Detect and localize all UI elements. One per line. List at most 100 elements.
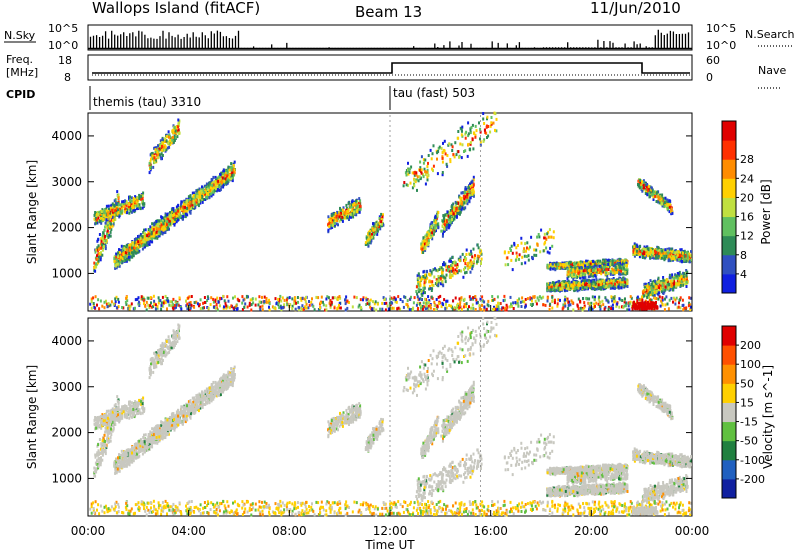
power-cell [601,269,604,273]
power-cell [97,216,100,220]
power-cell [557,286,560,290]
power-cell [146,234,149,238]
power-cell [167,227,170,231]
power-cell [164,231,167,234]
power-cell [214,187,217,191]
power-cell [177,218,180,222]
power-cell [140,243,143,247]
power-cell [328,218,331,222]
power-cell [103,216,106,220]
power-cell [605,267,608,271]
power-cell [592,280,595,284]
power-cell [223,175,226,179]
power-cell [612,277,615,280]
power-cell [117,208,119,212]
power-cell [418,288,421,292]
power-cell [226,174,229,178]
power-cell [456,211,459,215]
power-cell [210,187,212,190]
power-cell [157,224,160,228]
power-cell [625,278,628,282]
power-cell [218,185,220,189]
power-cell [114,209,117,213]
power-cell [623,260,626,264]
power-cell [159,139,162,143]
power-cell [563,280,566,284]
power-cell [95,265,98,269]
power-cell [231,173,234,177]
power-cell [151,231,154,235]
power-cell [441,160,444,164]
power-cell [157,144,159,148]
power-cell [149,228,152,232]
power-cell [118,203,121,207]
power-cell [152,236,155,240]
power-cell [441,173,444,177]
power-cell [165,222,168,226]
power-cell [182,209,185,213]
power-cell [605,271,608,275]
power-cell [341,208,344,212]
power-cell [109,234,112,238]
power-cell [200,188,203,192]
power-cell [486,117,488,121]
power-cell [137,207,140,210]
power-cell [231,171,234,175]
power-cell [166,227,169,231]
power-cell [232,176,234,180]
power-cell [433,226,436,230]
power-cell [443,263,446,267]
power-cell [341,219,344,223]
freq-label-2: [MHz] [6,66,38,79]
power-cell [442,268,445,272]
power-cell [119,203,122,207]
power-cell [379,227,382,231]
power-cell [178,119,181,123]
power-cell [594,282,597,286]
power-cell [153,232,155,236]
power-cell [122,248,125,252]
power-cell [222,185,225,189]
power-cell [469,193,472,197]
power-cell [457,212,460,216]
power-cell [214,189,216,192]
power-cell [162,230,165,234]
power-cell [163,224,166,228]
power-cell [451,255,454,259]
power-cell [174,219,177,223]
power-cell [119,260,122,264]
power-cell [596,261,599,265]
power-cell [478,121,480,125]
power-cell [206,189,209,193]
power-cell [189,194,192,198]
power-cell [378,215,381,219]
power-cell [622,266,625,270]
power-cell [622,272,625,276]
power-cell [429,226,432,230]
power-cell [602,258,604,262]
power-cell [415,290,418,293]
power-cell [104,225,107,229]
power-cell [466,264,469,268]
power-cell [472,190,475,194]
power-cell [230,162,233,166]
power-cell [101,253,104,257]
power-cell [233,160,236,164]
power-cell [425,237,428,241]
power-cell [547,282,550,286]
power-cell [587,284,590,288]
power-cell [546,266,549,270]
power-cell [426,178,429,182]
power-cell [109,230,112,234]
power-cell [154,150,157,154]
power-cell [216,188,219,191]
power-cell [427,238,430,242]
power-cell [419,166,422,170]
power-cell [479,137,481,141]
power-cell [489,124,492,128]
power-cell [330,223,333,227]
power-cell [327,215,330,219]
power-cell [153,146,156,150]
power-cell [587,263,590,266]
power-cell [153,160,156,164]
